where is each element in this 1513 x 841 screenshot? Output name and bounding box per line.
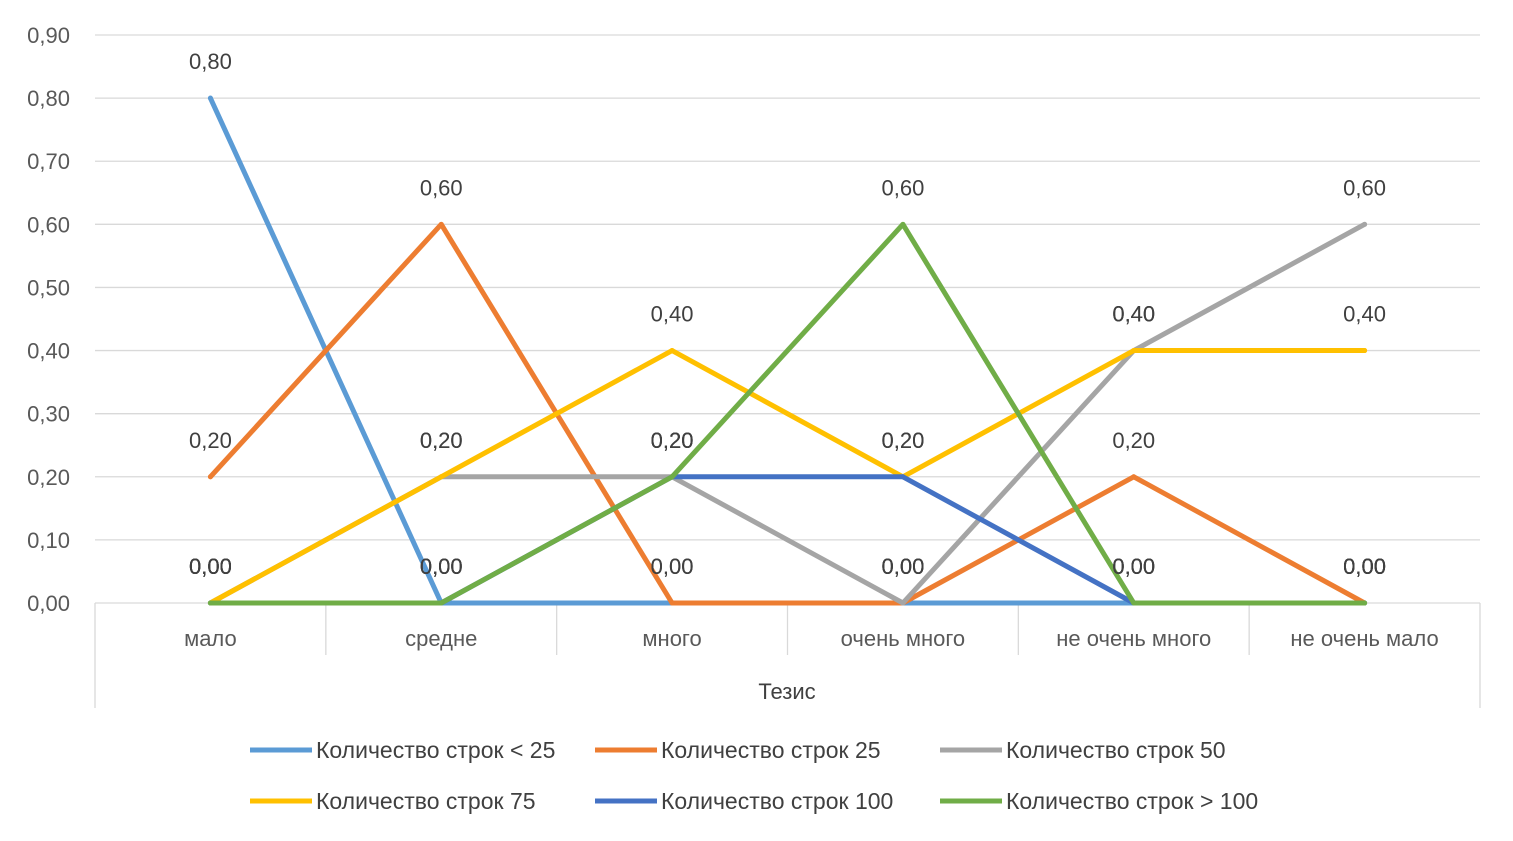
- data-label: 0,20: [651, 428, 694, 453]
- legend-entry: Количество строк 50: [1006, 737, 1226, 763]
- data-label: 0,00: [1343, 554, 1386, 579]
- x-axis: мало средне много очень много не очень много…: [94, 603, 1481, 708]
- data-label: 0,40: [1112, 302, 1155, 327]
- data-label: 0,00: [1112, 554, 1155, 579]
- data-point: [669, 474, 675, 480]
- data-point: [438, 221, 444, 227]
- data-label: 0,00: [1112, 554, 1155, 579]
- data-label: 0,40: [651, 302, 694, 327]
- y-tick-label: 0,10: [27, 528, 70, 553]
- x-tick-label: не очень мало: [1290, 626, 1438, 651]
- data-label: 0,20: [882, 428, 925, 453]
- legend-entry: Количество строк 100: [661, 788, 893, 814]
- data-point: [900, 221, 906, 227]
- x-tick-label: не очень много: [1056, 626, 1211, 651]
- data-point: [207, 600, 213, 606]
- data-point: [1131, 600, 1137, 606]
- data-point: [1362, 221, 1368, 227]
- data-point: [900, 600, 906, 606]
- data-label: 0,00: [1343, 554, 1386, 579]
- data-label: 0,20: [420, 428, 463, 453]
- data-point: [1131, 474, 1137, 480]
- data-label: 0,20: [189, 428, 232, 453]
- data-point: [438, 600, 444, 606]
- data-point: [1131, 348, 1137, 354]
- data-point: [207, 474, 213, 480]
- x-axis-title: Тезис: [758, 679, 815, 704]
- data-label: 0,00: [882, 554, 925, 579]
- data-label: 0,00: [651, 554, 694, 579]
- x-tick-label: много: [642, 626, 701, 651]
- data-label: 0,00: [420, 554, 463, 579]
- data-point: [669, 600, 675, 606]
- series-line: [207, 348, 1368, 606]
- series-line: [207, 221, 1368, 606]
- data-label: 0,00: [1343, 554, 1386, 579]
- legend-entry: Количество строк > 100: [1006, 788, 1258, 814]
- series-line: [207, 221, 1368, 606]
- data-label: 0,20: [651, 428, 694, 453]
- y-tick-label: 0,50: [27, 275, 70, 300]
- data-point: [1362, 348, 1368, 354]
- y-tick-label: 0,40: [27, 339, 70, 364]
- data-label: 0,20: [420, 428, 463, 453]
- data-label: 0,00: [882, 554, 925, 579]
- y-tick-label: 0,00: [27, 591, 70, 616]
- data-point: [900, 474, 906, 480]
- legend: Количество строк < 25 Количество строк 25…: [250, 737, 1258, 814]
- x-tick-label: очень много: [841, 626, 965, 651]
- data-label: 0,20: [882, 428, 925, 453]
- y-tick-label: 0,60: [27, 212, 70, 237]
- legend-entry: Количество строк 25: [661, 737, 881, 763]
- data-point: [1362, 600, 1368, 606]
- data-label: 0,00: [189, 554, 232, 579]
- y-tick-label: 0,80: [27, 86, 70, 111]
- data-point: [207, 95, 213, 101]
- data-label: 0,00: [1112, 554, 1155, 579]
- data-label: 0,40: [1343, 302, 1386, 327]
- legend-entry: Количество строк < 25: [316, 737, 555, 763]
- data-labels: 0,800,00 0,00 0,00 0,00 0,000,200,600,00 0,00…: [189, 49, 1386, 579]
- x-tick-label: мало: [184, 626, 237, 651]
- data-label: 0,20: [1112, 428, 1155, 453]
- data-label: 0,00: [189, 554, 232, 579]
- data-label: 0,60: [882, 175, 925, 200]
- y-tick-label: 0,20: [27, 465, 70, 490]
- data-label: 0,60: [1343, 175, 1386, 200]
- data-label: 0,20: [651, 428, 694, 453]
- data-label: 0,60: [420, 175, 463, 200]
- data-label: 0,00: [189, 554, 232, 579]
- data-label: 0,00: [651, 554, 694, 579]
- data-point: [669, 348, 675, 354]
- y-tick-label: 0,70: [27, 149, 70, 174]
- data-label: 0,00: [1343, 554, 1386, 579]
- data-label: 0,00: [882, 554, 925, 579]
- data-label: 0,80: [189, 49, 232, 74]
- data-label: 0,00: [420, 554, 463, 579]
- data-label: 0,00: [189, 554, 232, 579]
- y-axis-tick-labels: 0,00 0,10 0,20 0,30 0,40 0,50 0,60 0,70 0,80 0,90: [27, 23, 70, 616]
- x-tick-label: средне: [405, 626, 477, 651]
- series-lines: [207, 95, 1368, 606]
- legend-entry: Количество строк 75: [316, 788, 536, 814]
- y-tick-label: 0,30: [27, 402, 70, 427]
- data-label: 0,00: [420, 554, 463, 579]
- y-tick-label: 0,90: [27, 23, 70, 48]
- data-point: [438, 474, 444, 480]
- data-label: 0,40: [1112, 302, 1155, 327]
